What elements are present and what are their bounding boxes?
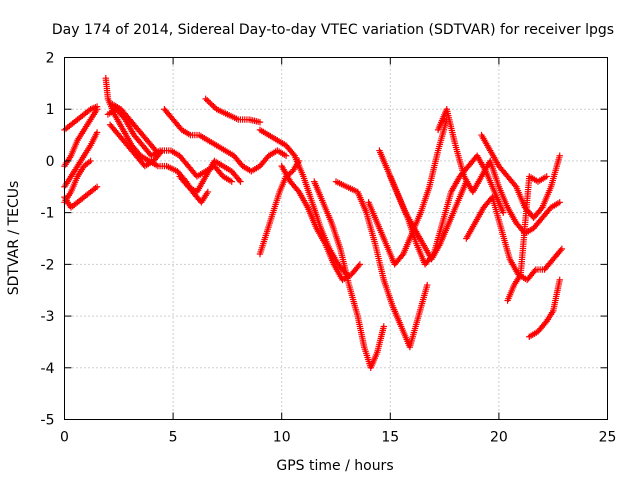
plot-frame: [64, 57, 608, 420]
series-track-b: [61, 129, 101, 190]
data-point: [558, 245, 566, 253]
data-point: [294, 187, 302, 194]
series-track-h: [106, 121, 235, 185]
data-point: [93, 129, 101, 136]
series-track-r: [365, 116, 450, 268]
series-track-i: [109, 100, 159, 154]
chart-title: Day 174 of 2014, Sidereal Day-to-day VTE…: [52, 22, 614, 38]
data-point: [157, 148, 165, 156]
data-point: [256, 118, 264, 126]
grid-lines: [64, 57, 608, 420]
y-tick-label: 0: [46, 154, 55, 170]
x-tick-label: 0: [60, 430, 69, 446]
data-point: [152, 147, 159, 154]
data-point: [556, 152, 563, 159]
axis-ticks: 0 5 10 15 20 25 -5 -4 -3 -2 -1 0 1 2: [41, 51, 617, 446]
data-point: [204, 188, 212, 196]
series-track-w: [478, 131, 563, 222]
y-tick-label: -1: [41, 206, 55, 222]
series-track-o: [278, 162, 364, 284]
x-tick-label: 20: [490, 430, 508, 446]
series-track-p: [311, 178, 387, 371]
data-point: [355, 262, 362, 270]
data-point: [204, 97, 211, 104]
data-point: [543, 173, 550, 180]
data-point: [556, 276, 563, 284]
data-point: [210, 103, 217, 110]
data-point: [282, 152, 290, 159]
y-tick-label: -3: [41, 309, 55, 325]
x-tick-label: 5: [169, 430, 178, 446]
data-point: [228, 178, 235, 185]
data-point: [295, 157, 303, 165]
data-point: [429, 252, 436, 259]
series-track-u: [434, 106, 563, 237]
data-point: [235, 176, 243, 184]
data-point: [93, 103, 101, 110]
data-point: [500, 209, 507, 216]
data-point: [290, 151, 297, 158]
data-point: [557, 247, 564, 254]
series-track-t: [387, 152, 507, 268]
data-point: [542, 319, 549, 326]
data-point: [237, 178, 244, 185]
y-tick-label: -4: [41, 361, 55, 377]
series-track-q: [332, 178, 431, 351]
series-track-l: [202, 95, 264, 126]
data-point: [511, 182, 519, 189]
plot-area: [61, 74, 566, 371]
series-track-j: [161, 106, 290, 175]
y-tick-label: -5: [41, 413, 55, 429]
x-axis-label: GPS time / hours: [276, 458, 393, 474]
series-track-d: [61, 103, 101, 134]
data-point: [208, 101, 216, 108]
data-point: [424, 281, 431, 289]
series-track-f: [102, 74, 212, 206]
data-point: [356, 261, 364, 268]
data-point: [151, 145, 158, 153]
data-point: [556, 199, 563, 206]
data-point: [531, 267, 538, 275]
series-track-k: [176, 157, 244, 196]
y-tick-label: 1: [46, 102, 55, 118]
y-tick-label: -2: [41, 257, 55, 273]
x-tick-label: 15: [381, 430, 399, 446]
data-point: [205, 98, 212, 106]
data-point: [207, 100, 214, 107]
y-tick-label: 2: [46, 51, 55, 67]
x-tick-label: 25: [599, 430, 617, 446]
data-point: [202, 95, 209, 103]
data-point: [398, 252, 406, 259]
series-track-x: [504, 173, 550, 304]
data-point: [87, 157, 94, 165]
y-axis-label: SDTVAR / TECUs: [6, 181, 22, 296]
series-track-e: [61, 183, 101, 211]
series-track-y: [526, 276, 563, 340]
data-point: [380, 323, 387, 330]
data-point: [537, 205, 545, 213]
series-track-n: [256, 157, 303, 258]
x-tick-label: 10: [273, 430, 291, 446]
data-point: [93, 183, 101, 190]
